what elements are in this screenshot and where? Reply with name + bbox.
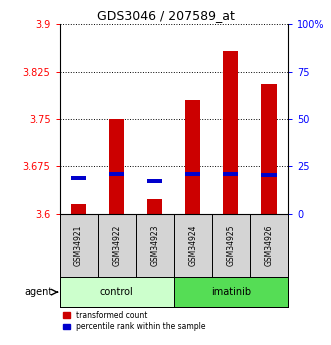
Bar: [223, 51, 238, 214]
Bar: [98, 214, 136, 277]
Bar: [185, 100, 201, 214]
Bar: [136, 214, 174, 277]
Text: control: control: [100, 287, 133, 297]
Bar: [261, 84, 277, 214]
Bar: [109, 172, 124, 176]
Bar: [212, 214, 250, 277]
Text: GSM34922: GSM34922: [112, 225, 121, 266]
Bar: [174, 277, 288, 307]
Bar: [71, 204, 86, 214]
Bar: [223, 172, 238, 176]
Bar: [185, 172, 201, 176]
Text: GDS3046 / 207589_at: GDS3046 / 207589_at: [97, 9, 234, 22]
Text: agent: agent: [25, 287, 53, 297]
Text: imatinib: imatinib: [211, 287, 251, 297]
Bar: [60, 277, 174, 307]
Bar: [147, 179, 162, 183]
Text: GSM34921: GSM34921: [74, 225, 83, 266]
Bar: [109, 119, 124, 214]
Bar: [71, 176, 86, 180]
Text: GSM34923: GSM34923: [150, 225, 159, 266]
Bar: [261, 174, 277, 177]
Bar: [147, 199, 162, 214]
Text: GSM34926: GSM34926: [264, 225, 273, 266]
Bar: [174, 214, 212, 277]
Text: GSM34925: GSM34925: [226, 225, 235, 266]
Bar: [60, 214, 98, 277]
Text: GSM34924: GSM34924: [188, 225, 197, 266]
Legend: transformed count, percentile rank within the sample: transformed count, percentile rank withi…: [64, 311, 205, 331]
Bar: [250, 214, 288, 277]
